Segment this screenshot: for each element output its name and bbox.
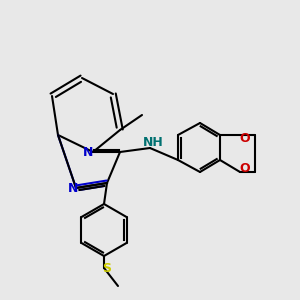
Text: N: N xyxy=(68,182,78,194)
Text: N: N xyxy=(83,146,93,158)
Text: NH: NH xyxy=(142,136,164,149)
Text: O: O xyxy=(240,163,250,176)
Text: O: O xyxy=(240,131,250,145)
Text: S: S xyxy=(103,262,112,275)
